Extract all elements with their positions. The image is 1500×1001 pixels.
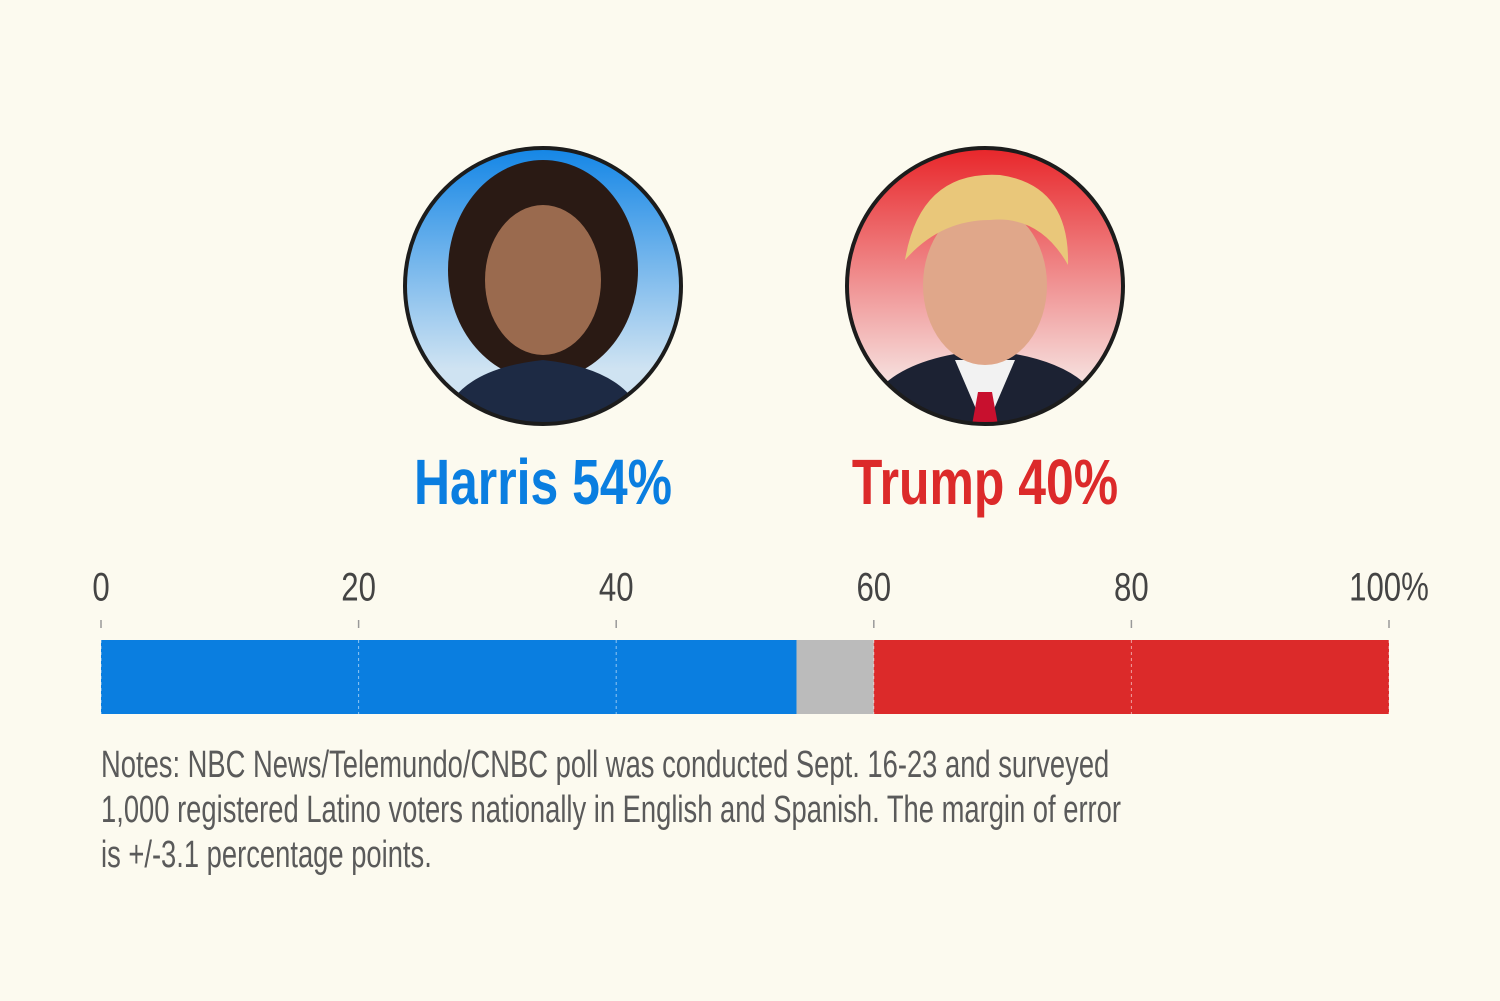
x-tick-label: 20 <box>341 565 376 610</box>
x-tick-label: 40 <box>599 565 634 610</box>
text-group: 1,000 registered Latino voters nationall… <box>101 789 1121 831</box>
x-tick-label: 60 <box>856 565 891 610</box>
x-tick-label: 100% <box>1349 565 1429 610</box>
x-tick-label: 0 <box>92 565 109 610</box>
harris-photo <box>403 146 683 426</box>
note-line: Notes: NBC News/Telemundo/CNBC poll was … <box>101 744 1109 786</box>
text-group: Trump 40% <box>852 447 1118 518</box>
text-group: is +/-3.1 percentage points. <box>101 834 432 876</box>
bar-segment <box>796 640 874 714</box>
x-tick-label: 80 <box>1114 565 1149 610</box>
value-label: Harris 54% <box>414 447 672 518</box>
text-group: 80 <box>1114 565 1149 610</box>
text-group: Notes: NBC News/Telemundo/CNBC poll was … <box>101 744 1109 786</box>
note-line: is +/-3.1 percentage points. <box>101 834 432 876</box>
trump-photo <box>845 146 1125 426</box>
text-group: Harris 54% <box>414 447 672 518</box>
text-group: 0 <box>92 565 109 610</box>
text-group: 20 <box>341 565 376 610</box>
value-label: Trump 40% <box>852 447 1118 518</box>
bar-segment <box>101 640 797 714</box>
note-line: 1,000 registered Latino voters nationall… <box>101 789 1121 831</box>
text-group: 100% <box>1349 565 1429 610</box>
text-group: 40 <box>599 565 634 610</box>
text-group: 60 <box>856 565 891 610</box>
